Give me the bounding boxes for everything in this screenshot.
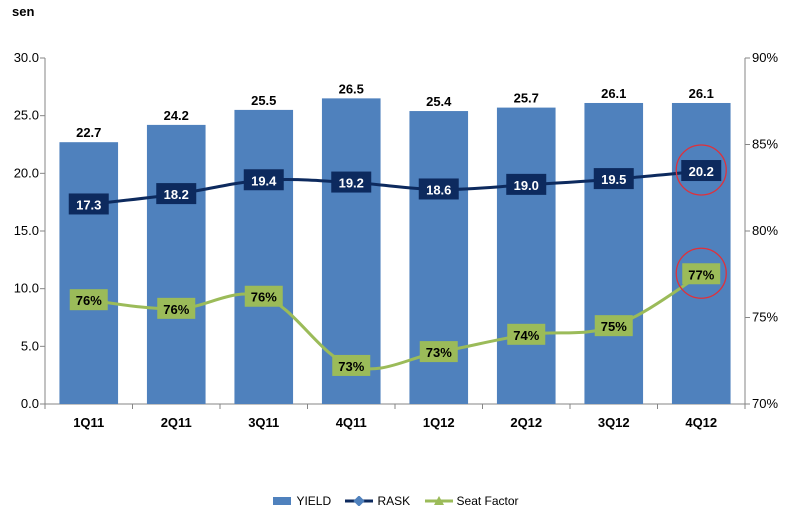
yield-bar-label: 25.4 [426, 94, 452, 109]
yield-bar-label: 26.1 [601, 86, 626, 101]
rask-label-box [593, 168, 634, 190]
seat-factor-data-label: 76% [163, 302, 189, 317]
seat-factor-data-label: 73% [426, 345, 452, 360]
x-category-label: 3Q12 [598, 415, 630, 430]
seat-factor-data-label: 77% [688, 267, 714, 282]
seat-factor-data-label: 76% [251, 290, 277, 305]
rask-label-box [331, 171, 372, 193]
yield-bar-label: 26.1 [689, 86, 714, 101]
x-category-label: 2Q11 [161, 415, 192, 430]
legend-swatch-seat-factor [424, 496, 453, 505]
x-category-label: 4Q12 [685, 415, 717, 430]
y-right-tick-label: 75% [752, 310, 778, 325]
y-axis-unit-label: sen [12, 4, 35, 19]
legend-item-seat-factor: Seat Factor [424, 494, 519, 508]
legend-label-rask: RASK [377, 494, 411, 508]
yield-bar-label: 25.5 [251, 93, 276, 108]
rask-data-label: 19.4 [251, 173, 277, 188]
y-left-tick-label: 0.0 [21, 396, 39, 411]
legend-item-rask: RASK [344, 494, 410, 508]
seat-factor-data-label: 76% [76, 293, 102, 308]
seat-factor-label-box [682, 263, 721, 285]
seat-factor-label-box [157, 297, 196, 319]
yield-bar-label: 25.7 [514, 91, 539, 106]
yield-bar-label: 22.7 [76, 125, 101, 140]
x-category-label: 3Q11 [248, 415, 279, 430]
chart-legend: YIELD RASK Seat Factor [0, 494, 800, 509]
yield-bar-label: 26.5 [339, 81, 364, 96]
seat-factor-highlight-circle [675, 247, 727, 299]
yield-bar [584, 102, 644, 404]
rask-label-box [156, 183, 197, 205]
y-right-tick-label: 85% [752, 137, 778, 152]
rask-data-label: 17.3 [76, 197, 101, 212]
x-category-label: 2Q12 [510, 415, 542, 430]
legend-label-yield: YIELD [296, 494, 332, 508]
legend-swatch-yield [273, 497, 292, 505]
yield-bar [146, 124, 206, 404]
y-left-tick-label: 10.0 [14, 281, 39, 296]
rask-label-box [418, 178, 459, 200]
yield-bar-label: 24.2 [164, 108, 189, 123]
seat-factor-label-box [69, 289, 108, 311]
x-category-label: 4Q11 [336, 415, 367, 430]
y-right-tick-label: 80% [752, 223, 778, 238]
rask-data-label: 18.6 [426, 182, 451, 197]
rask-data-label: 18.2 [164, 187, 189, 202]
y-right-tick-label: 90% [752, 50, 778, 65]
legend-label-seat-factor: Seat Factor [456, 494, 519, 508]
yield-bar [234, 109, 294, 405]
rask-data-label: 19.2 [339, 176, 364, 191]
seat-factor-label-box [594, 315, 633, 337]
y-left-tick-label: 25.0 [14, 108, 39, 123]
legend-swatch-rask [345, 496, 374, 506]
seat-factor-data-label: 73% [338, 359, 364, 374]
yield-bar [59, 142, 119, 404]
yield-bar [671, 102, 731, 404]
rask-highlight-circle [675, 144, 727, 196]
seat-factor-data-label: 74% [513, 328, 539, 343]
seat-factor-label-box [419, 341, 458, 363]
rask-data-label: 19.5 [601, 172, 626, 187]
x-category-label: 1Q11 [73, 415, 104, 430]
rask-data-label: 20.2 [689, 164, 714, 179]
y-left-tick-label: 30.0 [14, 50, 39, 65]
y-left-tick-label: 5.0 [21, 338, 39, 353]
seat-factor-label-box [332, 354, 371, 376]
seat-factor-label-box [507, 323, 546, 345]
rask-data-label: 19.0 [514, 178, 539, 193]
y-left-tick-label: 20.0 [14, 165, 39, 180]
yield-bar [496, 107, 556, 405]
x-category-label: 1Q12 [423, 415, 455, 430]
y-right-tick-label: 70% [752, 396, 778, 411]
rask-label-box [68, 193, 109, 215]
rask-label-box [681, 160, 722, 182]
legend-item-yield: YIELD [271, 494, 331, 508]
rask-label-box [243, 169, 284, 191]
rask-label-box [506, 173, 547, 195]
seat-factor-label-box [244, 285, 283, 307]
y-left-tick-label: 15.0 [14, 223, 39, 238]
seat-factor-data-label: 75% [601, 319, 627, 334]
